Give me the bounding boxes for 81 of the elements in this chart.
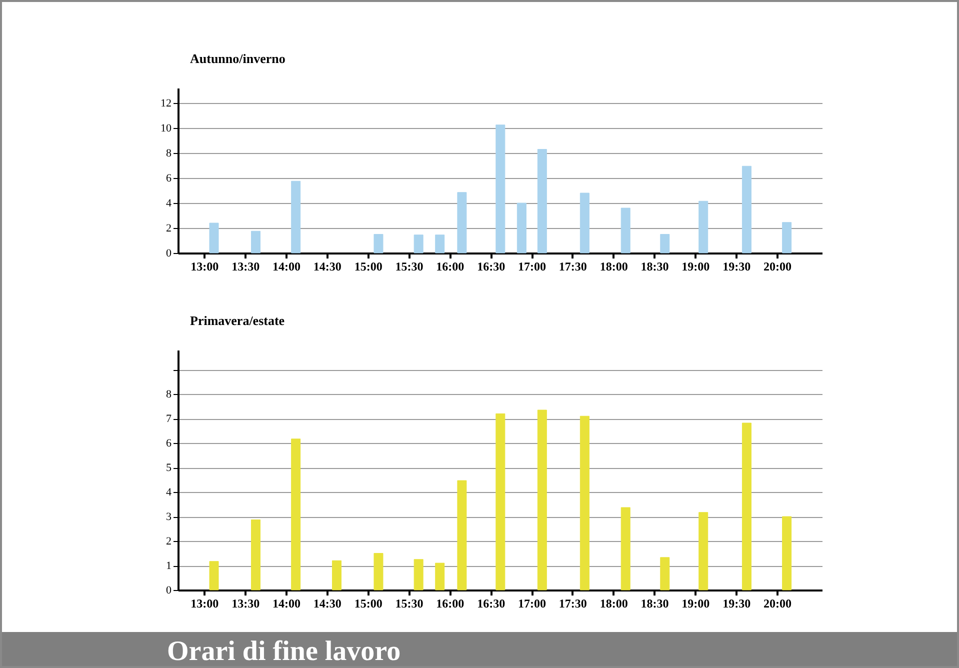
bar [435, 234, 445, 254]
bar [250, 519, 260, 590]
bar [580, 192, 590, 254]
x-tick-label: 17:00 [518, 596, 546, 610]
x-tick-label: 17:30 [558, 260, 587, 274]
text: Orari di fine lavoro [2, 632, 957, 667]
x-tick-label: 13:30 [232, 596, 260, 610]
x-tick-label: 17:30 [558, 596, 587, 610]
y-tick-label: 8 [166, 388, 172, 401]
x-tick-label: 13:00 [190, 260, 219, 274]
y-tick-label: 2 [166, 536, 172, 548]
chart-title: Autunno/inverno [190, 51, 286, 66]
y-tick-label: 1 [166, 560, 172, 572]
bar [209, 222, 219, 254]
bar [782, 516, 792, 590]
y-tick-label: 5 [166, 462, 172, 474]
y-tick-label: 0 [166, 248, 172, 260]
bar [620, 208, 630, 254]
x-tick-label: 14:00 [272, 596, 301, 610]
y-tick-label: 2 [166, 222, 172, 234]
y-tick-label: 6 [166, 172, 172, 184]
bar [374, 553, 384, 590]
y-tick-label: 10 [160, 122, 172, 134]
x-tick-label: 16:00 [436, 596, 464, 610]
bar [660, 557, 670, 590]
x-tick-label: 19:00 [682, 260, 710, 274]
chart-title: Primavera/estate [190, 313, 285, 328]
bar [698, 512, 708, 590]
x-tick-label: 20:00 [763, 260, 792, 274]
bar [782, 222, 792, 254]
x-tick-label: 16:30 [477, 596, 506, 610]
bar [516, 202, 526, 254]
y-tick-label: 12 [160, 98, 172, 110]
x-tick-label: 15:30 [395, 596, 424, 610]
x-tick-label: 20:00 [763, 596, 792, 610]
y-tick-label: 0 [166, 584, 172, 596]
bar [620, 507, 630, 590]
x-tick-label: 13:00 [190, 596, 219, 610]
bar [580, 416, 590, 590]
y-tick-label: 8 [166, 148, 172, 160]
bar [435, 562, 445, 590]
x-tick-label: 18:00 [600, 596, 628, 610]
x-tick-label: 19:00 [682, 596, 710, 610]
x-tick-label: 14:00 [272, 260, 301, 274]
bar [414, 234, 424, 254]
y-tick-label: 3 [166, 511, 172, 524]
x-tick-label: 19:30 [722, 260, 751, 274]
x-tick-label: 19:30 [722, 596, 751, 610]
bar [537, 410, 547, 590]
x-tick-label: 13:30 [232, 260, 260, 274]
bar [414, 559, 424, 590]
bar [742, 166, 752, 254]
bar [332, 560, 342, 590]
y-tick-label: 7 [166, 413, 172, 426]
x-tick-label: 18:30 [640, 596, 669, 610]
x-tick-label: 14:30 [313, 596, 342, 610]
bar [209, 561, 219, 590]
bar [457, 480, 467, 590]
y-tick-label: 4 [166, 198, 172, 210]
x-tick-label: 18:30 [640, 260, 669, 274]
bar [496, 124, 506, 254]
x-tick-label: 16:00 [436, 260, 464, 274]
x-tick-label: 16:30 [477, 260, 506, 274]
bar [537, 149, 547, 254]
x-tick-label: 15:00 [354, 260, 382, 274]
bar [660, 234, 670, 254]
bar [374, 234, 384, 254]
bar [742, 422, 752, 590]
bar [291, 438, 301, 590]
bar [698, 200, 708, 254]
x-tick-label: 15:30 [395, 260, 424, 274]
bar [457, 192, 467, 254]
x-tick-label: 15:00 [354, 596, 382, 610]
y-tick-label: 4 [166, 486, 172, 499]
x-tick-label: 18:00 [600, 260, 628, 274]
bar [291, 180, 301, 254]
bar [250, 230, 260, 254]
x-tick-label: 14:30 [313, 260, 342, 274]
x-tick-label: 17:00 [518, 260, 546, 274]
bar [496, 413, 506, 590]
y-tick-label: 6 [166, 438, 172, 450]
